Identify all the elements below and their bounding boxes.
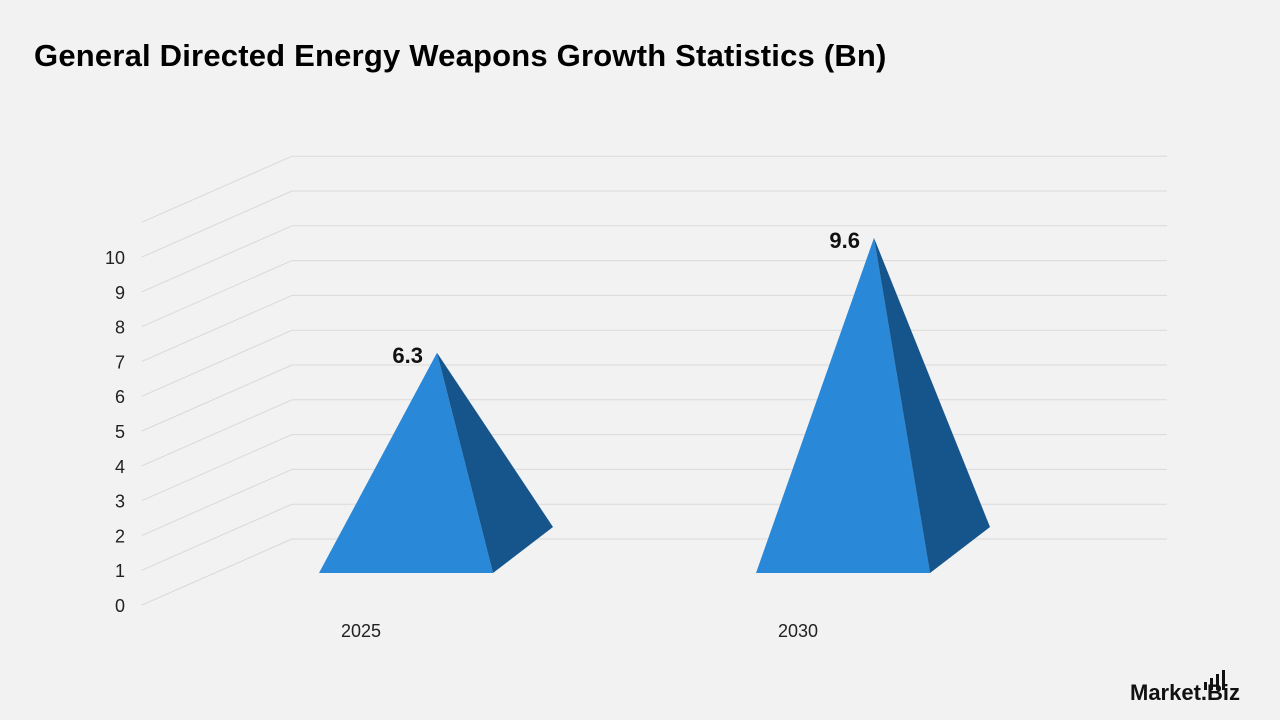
pyramid-side-2025 xyxy=(437,352,553,573)
gridline-diagonal xyxy=(141,468,293,536)
gridline-diagonal xyxy=(141,434,293,502)
x-axis-ticks: 2025 2030 xyxy=(341,621,818,641)
pyramid-front-2030 xyxy=(756,237,930,574)
data-label: 6.3 xyxy=(392,343,423,368)
gridline-diagonal xyxy=(141,364,293,432)
pyramid-bars xyxy=(319,237,990,574)
gridline-diagonal xyxy=(141,503,293,571)
y-tick-label: 3 xyxy=(115,492,125,512)
gridline-diagonal xyxy=(141,260,293,328)
y-tick-label: 5 xyxy=(115,422,125,442)
gridline-diagonal xyxy=(141,294,293,362)
pyramid-side-2030 xyxy=(874,237,990,574)
gridline-diagonal xyxy=(141,155,293,223)
y-tick-label: 1 xyxy=(115,561,125,581)
gridlines xyxy=(141,155,1167,606)
y-tick-label: 0 xyxy=(115,596,125,616)
y-tick-label: 6 xyxy=(115,387,125,407)
chart-title: General Directed Energy Weapons Growth S… xyxy=(34,38,887,73)
gridline-diagonal xyxy=(141,538,293,606)
y-tick-label: 9 xyxy=(115,283,125,303)
pyramid-front-2025 xyxy=(319,352,493,573)
gridline-diagonal xyxy=(141,190,293,258)
y-axis-ticks: 0 1 2 3 4 5 6 7 8 9 10 xyxy=(105,248,125,616)
x-tick-label: 2030 xyxy=(778,621,818,641)
gridline-diagonal xyxy=(141,399,293,467)
brand-logo-text: Market.Biz xyxy=(1130,680,1241,705)
y-tick-label: 7 xyxy=(115,352,125,372)
data-labels: 6.3 9.6 xyxy=(392,228,860,368)
brand-logo: Market.Biz xyxy=(1130,670,1260,710)
y-tick-label: 8 xyxy=(115,318,125,338)
gridline-diagonal xyxy=(141,225,293,293)
data-label: 9.6 xyxy=(829,228,860,253)
gridline-diagonal xyxy=(141,329,293,397)
x-tick-label: 2025 xyxy=(341,621,381,641)
y-tick-label: 10 xyxy=(105,248,125,268)
y-tick-label: 4 xyxy=(115,457,125,477)
brand-bars-icon xyxy=(1204,670,1225,690)
y-tick-label: 2 xyxy=(115,526,125,546)
